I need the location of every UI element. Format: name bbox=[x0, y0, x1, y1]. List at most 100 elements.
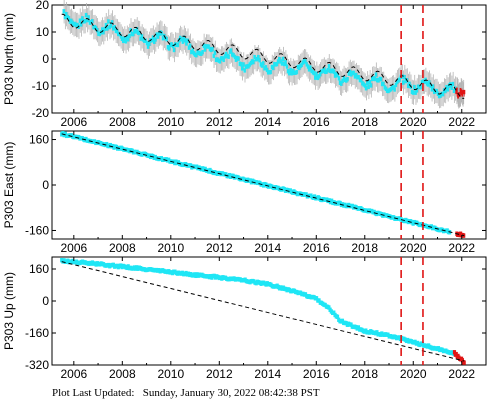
x-tick-label: 2020 bbox=[400, 367, 427, 381]
data-point bbox=[134, 29, 138, 34]
x-tick-label: 2020 bbox=[400, 115, 427, 129]
x-tick-label: 2014 bbox=[254, 241, 281, 255]
data-point bbox=[145, 40, 149, 46]
data-point bbox=[288, 71, 292, 76]
data-point bbox=[419, 84, 423, 90]
y-tick-label: -320 bbox=[25, 358, 49, 372]
data-point bbox=[340, 81, 344, 86]
data-point bbox=[369, 83, 373, 88]
data-point bbox=[62, 9, 66, 14]
data-point bbox=[135, 27, 139, 32]
x-tick-label: 2018 bbox=[351, 115, 378, 129]
x-tick-label: 2006 bbox=[60, 241, 87, 255]
trend-line bbox=[61, 133, 465, 237]
data-point bbox=[84, 12, 89, 18]
data-point bbox=[309, 65, 313, 70]
y-tick-label: 160 bbox=[29, 262, 49, 276]
x-tick-label: 2006 bbox=[60, 367, 87, 381]
data-point bbox=[280, 61, 284, 66]
data-point bbox=[139, 36, 143, 41]
y-tick-label: 0 bbox=[42, 294, 49, 308]
x-tick-label: 2008 bbox=[109, 241, 136, 255]
x-tick-label: 2006 bbox=[60, 115, 87, 129]
footer-label: Plot Last Updated: bbox=[52, 387, 135, 399]
data-point bbox=[341, 78, 345, 84]
data-point bbox=[374, 72, 378, 77]
data-point bbox=[79, 22, 84, 27]
data-point bbox=[110, 20, 115, 25]
data-point bbox=[91, 19, 95, 24]
data-point bbox=[252, 59, 256, 65]
data-point bbox=[154, 37, 158, 42]
data-point bbox=[77, 24, 81, 29]
data-point bbox=[172, 47, 176, 53]
x-tick-label: 2022 bbox=[448, 115, 475, 129]
data-point bbox=[332, 69, 336, 74]
data-point bbox=[113, 24, 117, 30]
data-point bbox=[107, 19, 111, 24]
data-point bbox=[191, 48, 195, 53]
data-point bbox=[276, 59, 281, 64]
x-tick-label: 2018 bbox=[351, 241, 378, 255]
trend-line bbox=[61, 13, 465, 99]
data-point bbox=[364, 86, 369, 91]
data-point bbox=[148, 41, 152, 46]
data-point bbox=[401, 80, 406, 85]
y-tick-label: 0 bbox=[42, 52, 49, 66]
data-point bbox=[78, 18, 82, 23]
data-point bbox=[188, 43, 193, 48]
data-point bbox=[398, 77, 402, 82]
data-point bbox=[128, 33, 132, 39]
y-tick-label: -10 bbox=[32, 79, 50, 93]
data-point bbox=[430, 87, 434, 92]
data-point bbox=[100, 27, 105, 32]
data-point bbox=[86, 17, 90, 23]
x-tick-label: 2010 bbox=[157, 241, 184, 255]
data-point bbox=[223, 54, 227, 59]
data-point bbox=[95, 27, 100, 33]
x-tick-label: 2008 bbox=[109, 367, 136, 381]
data-point bbox=[104, 22, 108, 28]
x-tick-label: 2012 bbox=[206, 241, 233, 255]
data-point bbox=[105, 26, 110, 31]
data-point bbox=[445, 84, 449, 90]
data-point bbox=[181, 39, 185, 44]
data-point bbox=[161, 36, 165, 41]
data-point bbox=[87, 15, 91, 20]
data-point bbox=[102, 30, 106, 35]
data-point bbox=[435, 88, 439, 94]
data-point bbox=[207, 44, 211, 49]
data-point bbox=[379, 76, 383, 82]
data-points bbox=[60, 258, 466, 365]
data-points bbox=[62, 0, 466, 109]
data-point bbox=[431, 84, 435, 89]
data-point bbox=[411, 90, 416, 95]
data-point bbox=[278, 56, 282, 62]
data-point bbox=[413, 84, 417, 90]
data-point bbox=[156, 34, 160, 39]
data-point bbox=[258, 57, 262, 63]
data-point bbox=[348, 69, 352, 75]
x-tick-label: 2012 bbox=[206, 367, 233, 381]
data-point bbox=[373, 76, 377, 82]
data-point bbox=[140, 34, 144, 39]
x-tick-label: 2016 bbox=[303, 115, 330, 129]
data-point bbox=[123, 36, 127, 41]
data-point bbox=[124, 39, 128, 44]
x-tick-label: 2022 bbox=[448, 367, 475, 381]
data-point bbox=[332, 310, 336, 315]
data-point bbox=[394, 82, 398, 88]
data-point bbox=[403, 74, 407, 80]
y-tick-label: 10 bbox=[36, 25, 50, 39]
trend-line bbox=[61, 261, 465, 362]
data-point bbox=[183, 38, 188, 43]
x-tick-label: 2016 bbox=[303, 367, 330, 381]
data-point bbox=[202, 43, 206, 49]
data-point bbox=[177, 38, 181, 43]
data-point bbox=[290, 71, 294, 76]
data-point bbox=[368, 79, 372, 85]
data-point bbox=[269, 69, 273, 75]
data-point bbox=[63, 14, 67, 20]
y-axis-label: P303 Up (mm) bbox=[2, 272, 16, 350]
